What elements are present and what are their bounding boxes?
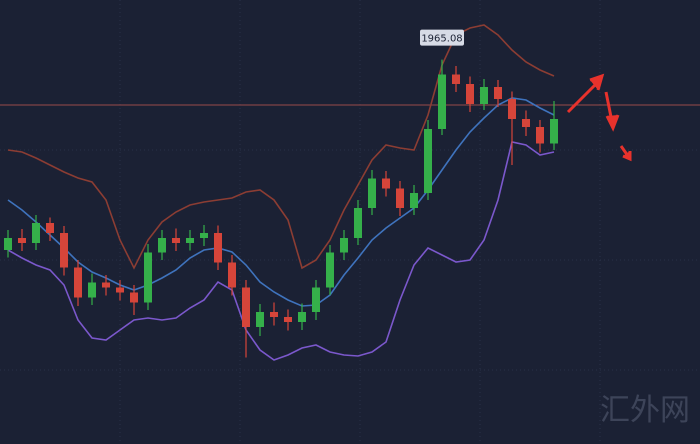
candle-body <box>550 119 558 144</box>
candle-body <box>522 119 530 127</box>
candle-body <box>200 233 208 238</box>
forecast-arrows <box>566 73 632 162</box>
candle-body <box>536 127 544 144</box>
candle-body <box>326 252 334 288</box>
candle-body <box>74 267 82 298</box>
candle-body <box>130 292 138 303</box>
candle-body <box>102 282 110 288</box>
candle-body <box>382 178 390 189</box>
candle-body <box>298 312 306 322</box>
candle-body <box>228 262 236 288</box>
band-line <box>7 24 555 270</box>
candle-body <box>354 208 362 238</box>
candle-body <box>186 238 194 243</box>
candle-body <box>18 238 26 243</box>
candle-body <box>410 193 418 208</box>
peak-label-box <box>420 29 464 46</box>
candle-body <box>214 233 222 263</box>
candle-body <box>256 312 264 327</box>
candle-body <box>494 87 502 99</box>
candle-body <box>396 188 404 208</box>
candle-body <box>508 99 516 119</box>
candle-body <box>172 238 180 243</box>
candle-body <box>368 178 376 208</box>
candle-body <box>116 287 124 293</box>
candle-body <box>340 238 348 253</box>
candle-body <box>424 129 432 193</box>
candle-body <box>466 84 474 104</box>
band-line <box>7 141 555 361</box>
candle-body <box>158 238 166 253</box>
candle-body <box>480 87 488 104</box>
candle-body <box>242 287 250 327</box>
candle-body <box>60 233 68 268</box>
peak-label: 1965.08 <box>420 29 464 46</box>
candle-body <box>144 252 152 303</box>
peak-label-text: 1965.08 <box>421 34 462 45</box>
candle-body <box>270 312 278 317</box>
candle-body <box>312 287 320 312</box>
candle-body <box>46 223 54 233</box>
band-line <box>7 97 555 307</box>
candle-body <box>32 223 40 243</box>
candle-body <box>4 238 12 250</box>
candle-body <box>452 74 460 84</box>
candle-body <box>438 74 446 129</box>
watermark: 汇外网 <box>600 393 690 428</box>
candle-body <box>88 282 96 298</box>
candle-body <box>284 317 292 322</box>
